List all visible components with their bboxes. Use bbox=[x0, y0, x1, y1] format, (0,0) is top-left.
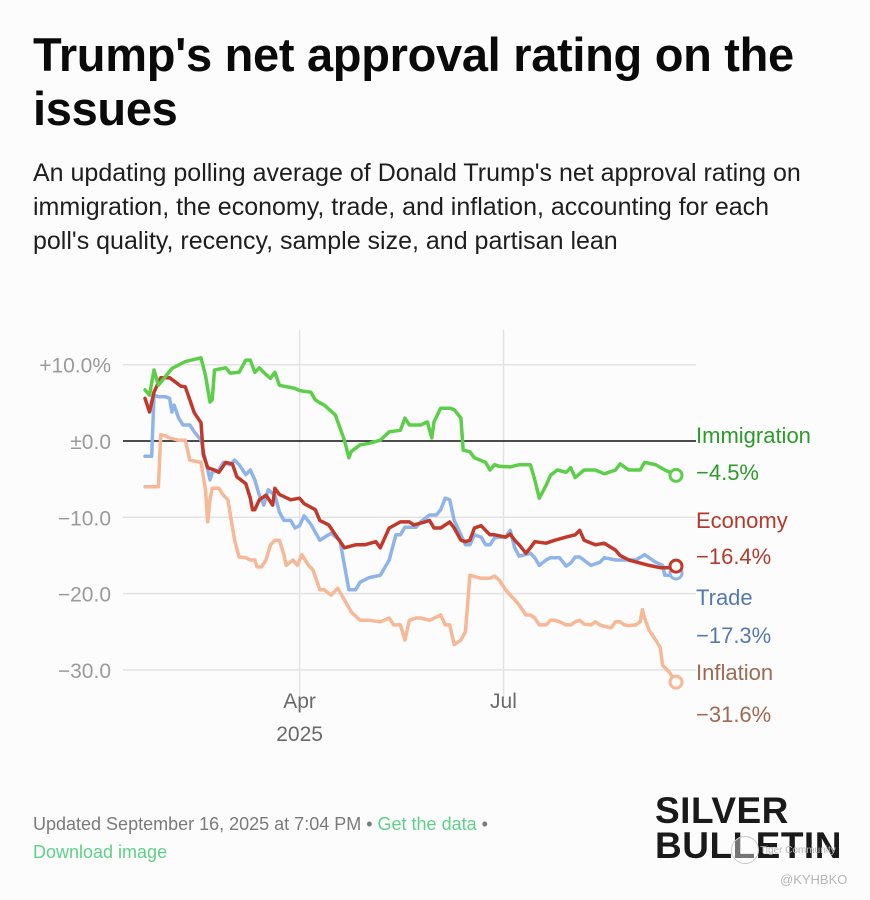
separator: • bbox=[361, 814, 378, 834]
y-tick-label: +10.0% bbox=[39, 355, 111, 378]
series-label-inflation: Inflation bbox=[696, 660, 773, 685]
x-tick-sublabel: 2025 bbox=[276, 723, 323, 746]
series-labels: Immigration −4.5% Economy −16.4% Trade −17.3%… bbox=[696, 423, 811, 727]
chart-title: Trump's net approval rating on the issue… bbox=[33, 28, 794, 135]
series-line-trade bbox=[143, 393, 678, 592]
separator: • bbox=[476, 814, 488, 834]
x-tick-label: Jul bbox=[490, 690, 517, 713]
x-axis-ticks: Apr 2025 Jul bbox=[276, 690, 517, 746]
gridlines bbox=[123, 330, 696, 698]
chart-footer: Updated September 16, 2025 at 7:04 PM • … bbox=[33, 810, 593, 866]
updated-timestamp: Updated September 16, 2025 at 7:04 PM bbox=[33, 814, 362, 834]
line-chart: +10.0% ±0.0 −10.0 −20.0 −30.0 Apr 2025 Jul Imm… bbox=[39, 330, 811, 746]
end-marker-immigration bbox=[668, 467, 684, 483]
series-value-economy: −16.4% bbox=[696, 544, 771, 569]
series-lines bbox=[143, 356, 684, 690]
watermark-logo-icon bbox=[731, 836, 759, 864]
watermark-handle: @KYHBKO bbox=[780, 872, 848, 887]
y-tick-label: −30.0 bbox=[58, 660, 111, 683]
series-line-immigration bbox=[143, 356, 678, 500]
end-marker-inflation bbox=[668, 674, 684, 690]
get-data-link[interactable]: Get the data bbox=[377, 814, 477, 834]
series-value-trade: −17.3% bbox=[696, 623, 771, 648]
y-tick-label: −10.0 bbox=[58, 507, 111, 530]
watermark-text: Tiger Community bbox=[760, 845, 836, 856]
series-label-immigration: Immigration bbox=[696, 423, 811, 448]
x-tick-label: Apr bbox=[283, 690, 316, 713]
series-value-inflation: −31.6% bbox=[696, 702, 771, 727]
series-value-immigration: −4.5% bbox=[696, 460, 759, 485]
end-marker-economy bbox=[668, 558, 684, 574]
series-label-trade: Trade bbox=[696, 585, 753, 610]
logo-line-1: SILVER bbox=[655, 790, 789, 831]
download-image-link[interactable]: Download image bbox=[33, 842, 168, 862]
y-tick-label: ±0.0 bbox=[70, 431, 111, 454]
series-line-inflation bbox=[143, 433, 678, 684]
y-axis-ticks: +10.0% ±0.0 −10.0 −20.0 −30.0 bbox=[39, 355, 111, 683]
y-tick-label: −20.0 bbox=[58, 584, 111, 607]
series-line-economy bbox=[143, 375, 678, 570]
chart-subtitle: An updating polling average of Donald Tr… bbox=[33, 159, 801, 255]
series-label-economy: Economy bbox=[696, 508, 788, 533]
